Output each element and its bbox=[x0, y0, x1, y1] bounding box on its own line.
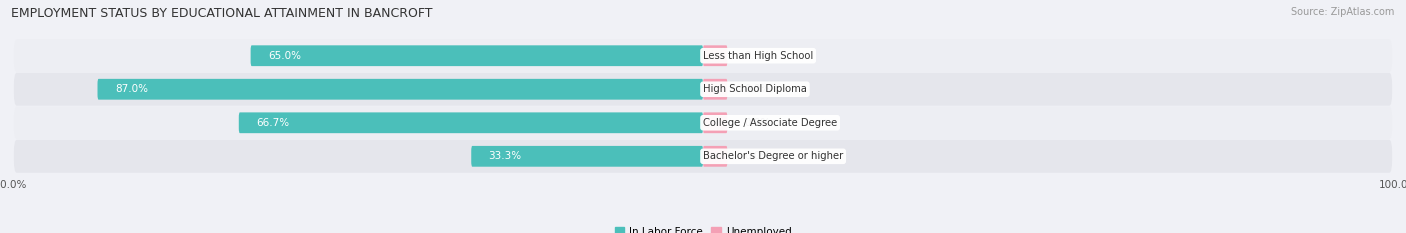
Text: Source: ZipAtlas.com: Source: ZipAtlas.com bbox=[1291, 7, 1395, 17]
Text: 87.0%: 87.0% bbox=[115, 84, 148, 94]
FancyBboxPatch shape bbox=[14, 73, 1392, 106]
Text: Less than High School: Less than High School bbox=[703, 51, 813, 61]
Text: 66.7%: 66.7% bbox=[256, 118, 290, 128]
FancyBboxPatch shape bbox=[14, 106, 1392, 139]
Text: High School Diploma: High School Diploma bbox=[703, 84, 807, 94]
Text: 65.0%: 65.0% bbox=[269, 51, 301, 61]
FancyBboxPatch shape bbox=[250, 45, 703, 66]
Text: 0.0%: 0.0% bbox=[745, 151, 770, 161]
FancyBboxPatch shape bbox=[471, 146, 703, 167]
FancyBboxPatch shape bbox=[14, 39, 1392, 72]
FancyBboxPatch shape bbox=[703, 79, 727, 100]
Text: 0.0%: 0.0% bbox=[745, 51, 770, 61]
FancyBboxPatch shape bbox=[703, 112, 727, 133]
Text: 0.0%: 0.0% bbox=[745, 84, 770, 94]
Text: 33.3%: 33.3% bbox=[489, 151, 522, 161]
FancyBboxPatch shape bbox=[703, 146, 727, 167]
Text: Bachelor's Degree or higher: Bachelor's Degree or higher bbox=[703, 151, 844, 161]
Text: 0.0%: 0.0% bbox=[745, 118, 770, 128]
Legend: In Labor Force, Unemployed: In Labor Force, Unemployed bbox=[610, 223, 796, 233]
Text: EMPLOYMENT STATUS BY EDUCATIONAL ATTAINMENT IN BANCROFT: EMPLOYMENT STATUS BY EDUCATIONAL ATTAINM… bbox=[11, 7, 433, 20]
FancyBboxPatch shape bbox=[239, 112, 703, 133]
FancyBboxPatch shape bbox=[97, 79, 703, 100]
FancyBboxPatch shape bbox=[14, 140, 1392, 173]
FancyBboxPatch shape bbox=[703, 45, 727, 66]
Text: College / Associate Degree: College / Associate Degree bbox=[703, 118, 837, 128]
